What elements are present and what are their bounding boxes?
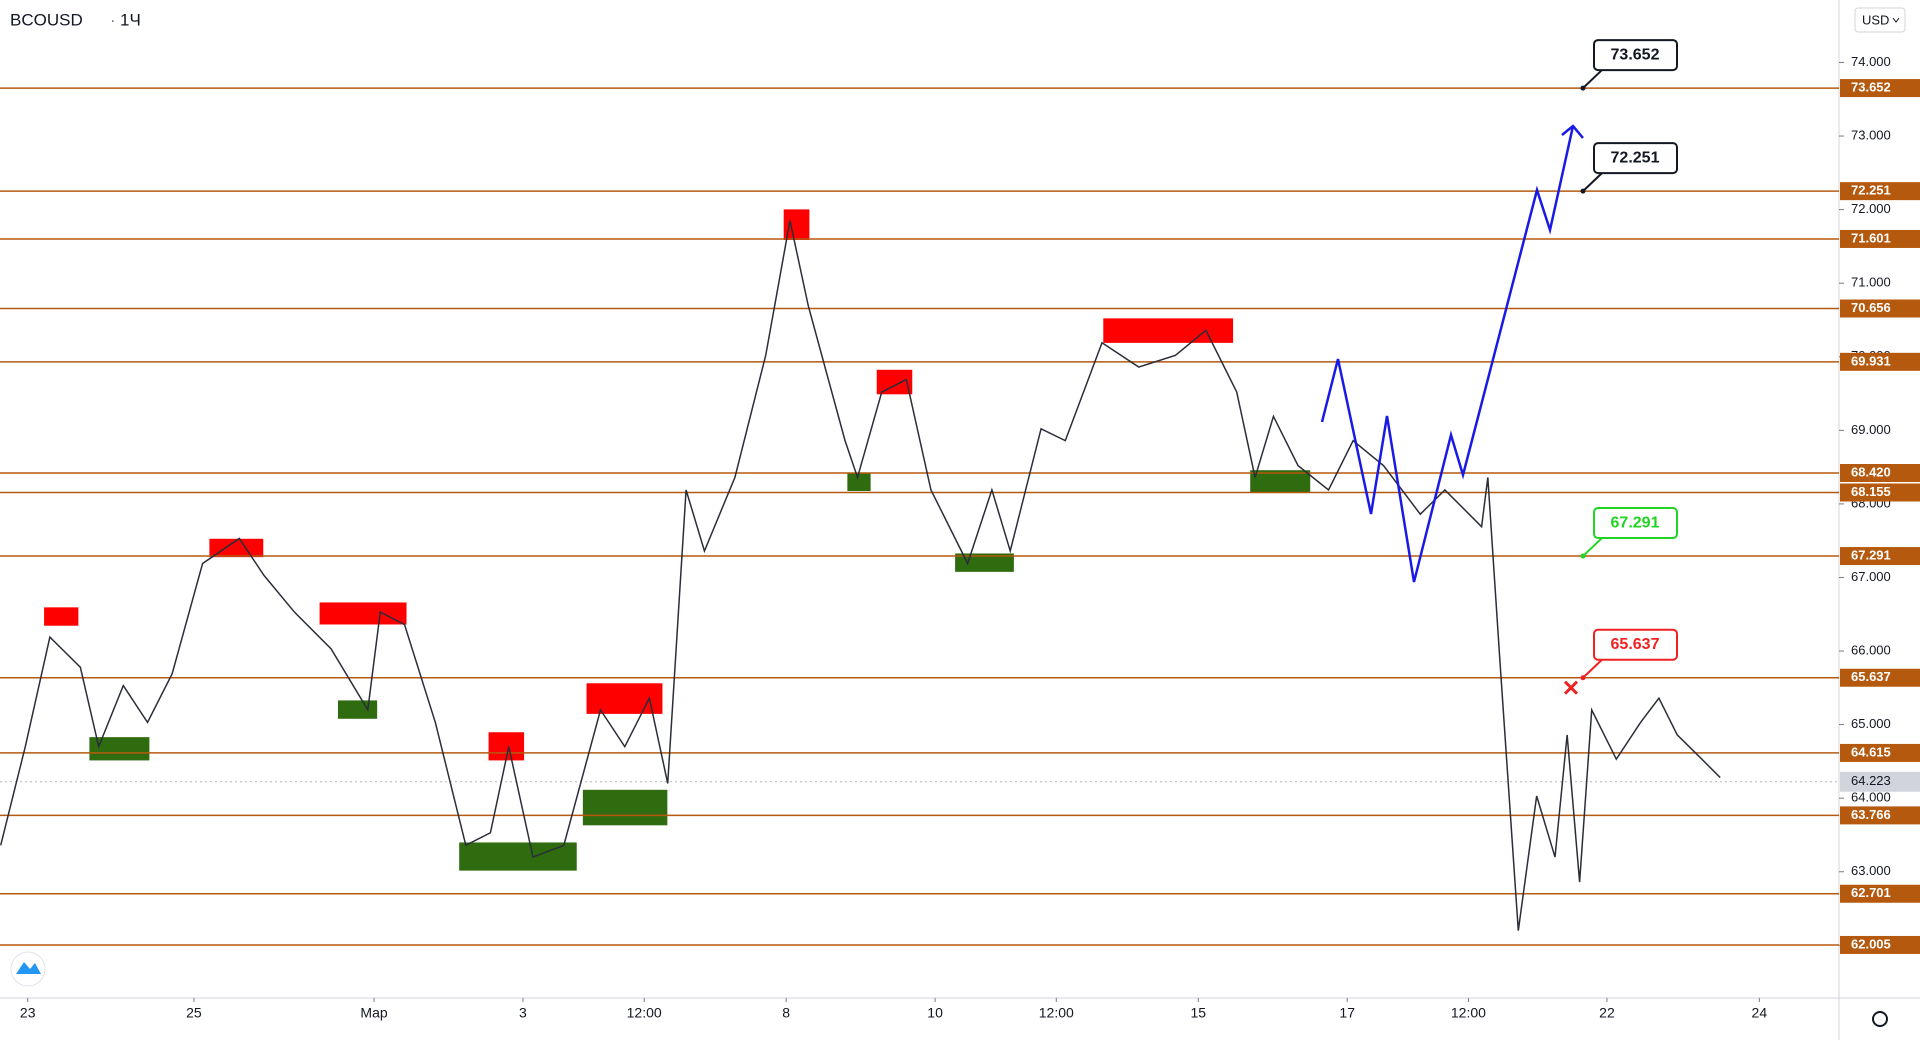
logo-mark (16, 962, 41, 974)
zone (44, 607, 79, 626)
callout-box (1593, 628, 1678, 661)
level-tag (1840, 229, 1920, 248)
level-tag (1840, 668, 1920, 687)
x-tick-label: 8 (782, 1005, 790, 1021)
zone (319, 602, 407, 625)
x-tick-label: 12:00 (1451, 1005, 1486, 1021)
zone (337, 700, 378, 719)
x-tick-label: 3 (519, 1005, 527, 1021)
level-label: 69.931 (1851, 353, 1891, 368)
y-tick-label: 64.000 (1851, 790, 1891, 805)
separator: · (110, 10, 116, 29)
callout-pointer (1582, 536, 1604, 557)
level-label: 71.601 (1851, 230, 1891, 245)
annotations: 73.652 72.251 67.291 65.637 (1563, 39, 1678, 695)
callout-dot (1580, 85, 1586, 91)
level-label: 65.637 (1851, 669, 1891, 684)
callout-pointer (1582, 171, 1604, 192)
zone (847, 472, 871, 492)
symbol: BCOUSD (10, 10, 83, 29)
callout-label: 73.652 (1611, 46, 1660, 63)
zone (1250, 470, 1311, 493)
level-label: 63.766 (1851, 807, 1891, 822)
level-label: 67.291 (1851, 547, 1891, 562)
level-label: 73.652 (1851, 80, 1891, 95)
y-tick-label: 73.000 (1851, 127, 1891, 142)
level-label: 72.251 (1851, 183, 1891, 198)
callout-label: 65.637 (1611, 636, 1660, 653)
y-tick-label: 66.000 (1851, 642, 1891, 657)
y-tick-label: 74.000 (1851, 54, 1891, 69)
level-tag (1840, 299, 1920, 318)
callout-dot (1580, 553, 1586, 559)
x-tick-label: 25 (186, 1005, 202, 1021)
x-tick-label: 22 (1599, 1005, 1615, 1021)
y-tick-label: 65.000 (1851, 716, 1891, 731)
level-tag (1840, 884, 1920, 903)
x-tick-label: 12:00 (1039, 1005, 1074, 1021)
x-tick-label: Мар (360, 1005, 388, 1021)
y-tick-label: 63.000 (1851, 863, 1891, 878)
callout-pointer (1582, 658, 1604, 679)
axes: 62.00063.00064.00065.00066.00067.00068.0… (20, 54, 1920, 1021)
callout-pointer (1582, 68, 1604, 89)
price-line (0, 220, 1721, 931)
callout-box (1593, 142, 1678, 175)
level-tag (1840, 352, 1920, 371)
projection-path (1320, 125, 1575, 583)
level-tag (1840, 463, 1920, 482)
level-tag (1840, 182, 1920, 201)
zones (44, 209, 1311, 871)
level-tag (1840, 935, 1920, 954)
level-label: 68.420 (1851, 464, 1891, 479)
cross-marker (1563, 680, 1579, 695)
zone (89, 737, 150, 761)
x-tick-label: 10 (927, 1005, 943, 1021)
plot (0, 220, 1721, 931)
currency-button[interactable] (1854, 7, 1906, 33)
zone (209, 538, 264, 558)
interval[interactable]: 1Ч (120, 10, 141, 29)
level-tag (1840, 79, 1920, 98)
chevron (1892, 17, 1900, 23)
callout-box (1593, 39, 1678, 72)
level-label: 62.005 (1851, 936, 1891, 951)
level-tag (1840, 483, 1920, 502)
zone (1103, 318, 1234, 343)
level-tag (1840, 547, 1920, 566)
level-label: 70.656 (1851, 300, 1891, 315)
last-price-tag (1840, 771, 1920, 792)
settings[interactable] (1872, 1011, 1888, 1027)
levels (0, 87, 1839, 946)
x-tick-label: 15 (1191, 1005, 1207, 1021)
level-tag (1840, 743, 1920, 762)
x-tick-label: 12:00 (627, 1005, 662, 1021)
y-tick-label: 71.000 (1851, 275, 1891, 290)
currency[interactable]: USD (1862, 12, 1889, 27)
callout-dot (1580, 188, 1586, 194)
level-label: 64.615 (1851, 744, 1891, 759)
y-tick-label: 72.000 (1851, 201, 1891, 216)
callout-label: 72.251 (1611, 149, 1660, 166)
level-label: 68.155 (1851, 484, 1891, 499)
callout-box (1593, 507, 1678, 540)
callout-dot (1580, 675, 1586, 681)
y-tick-label: 67.000 (1851, 569, 1891, 584)
x-tick-label: 23 (20, 1005, 36, 1021)
zone (582, 789, 668, 826)
x-tick-label: 24 (1752, 1005, 1768, 1021)
callout-label: 67.291 (1611, 514, 1660, 531)
y-tick-label: 69.000 (1851, 422, 1891, 437)
last-price-label: 64.223 (1851, 773, 1891, 788)
projection-arrow (1561, 124, 1584, 139)
level-tag (1840, 806, 1920, 825)
x-tick-label: 17 (1339, 1005, 1355, 1021)
level-label: 62.701 (1851, 885, 1891, 900)
